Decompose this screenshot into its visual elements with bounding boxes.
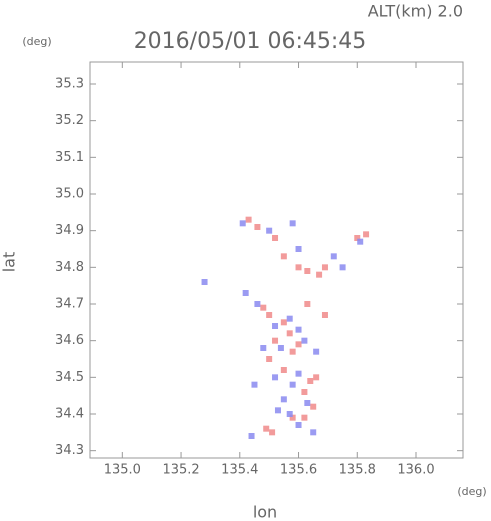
data-point	[321, 264, 328, 271]
y-axis-label: lat	[0, 252, 19, 273]
y-tick-label: 35.2	[55, 113, 84, 128]
data-point	[280, 396, 287, 403]
data-point	[272, 323, 279, 329]
data-point	[339, 264, 346, 271]
x-tick-label: 135.4	[221, 463, 258, 478]
data-point	[301, 337, 308, 344]
data-point	[266, 356, 273, 362]
data-point	[289, 220, 296, 227]
data-point	[201, 279, 208, 285]
y-unit: (deg)	[22, 35, 51, 48]
x-tick-label: 135.0	[104, 463, 141, 478]
data-point	[277, 345, 284, 351]
data-point	[357, 238, 364, 245]
data-point	[286, 315, 293, 322]
data-point	[274, 407, 281, 414]
data-point	[295, 422, 302, 428]
data-point	[307, 378, 314, 384]
data-point	[266, 227, 273, 234]
data-point	[304, 268, 311, 274]
x-tick-label: 135.6	[280, 463, 317, 478]
y-tick-label: 35.3	[55, 77, 84, 92]
y-tick-label: 35.0	[55, 187, 84, 202]
data-point	[254, 301, 261, 307]
chart-title: 2016/05/01 06:45:45	[134, 29, 367, 54]
y-tick-label: 34.6	[55, 333, 84, 348]
data-point	[295, 246, 302, 252]
data-point	[248, 433, 255, 439]
data-point	[295, 341, 302, 348]
x-unit: (deg)	[457, 485, 486, 498]
data-point	[289, 348, 296, 355]
data-point	[254, 224, 261, 230]
x-tick-label: 136.0	[397, 463, 434, 478]
y-tick-label: 34.9	[55, 223, 84, 238]
altitude-label: ALT(km) 2.0	[368, 2, 463, 21]
data-point	[263, 425, 270, 432]
data-point	[260, 304, 267, 311]
data-point	[286, 330, 293, 337]
data-point	[286, 411, 293, 417]
data-point	[280, 253, 287, 260]
data-point	[313, 374, 320, 381]
y-tick-label: 35.1	[55, 150, 84, 165]
data-point	[245, 216, 252, 223]
data-point	[280, 367, 287, 373]
data-point	[289, 381, 296, 388]
data-point	[330, 253, 337, 260]
data-point	[321, 312, 328, 318]
data-point	[251, 381, 258, 388]
data-point	[269, 429, 276, 436]
data-point	[363, 231, 370, 238]
data-point	[310, 429, 317, 436]
y-tick-label: 34.3	[55, 443, 84, 458]
data-point	[354, 235, 361, 241]
y-tick-label: 34.4	[55, 407, 84, 422]
data-point	[272, 235, 279, 241]
data-point	[272, 337, 279, 344]
data-point	[239, 220, 246, 227]
data-point	[242, 290, 249, 296]
data-point	[316, 271, 323, 278]
data-point	[289, 414, 296, 421]
data-point	[295, 264, 302, 271]
data-point	[313, 348, 320, 355]
data-point	[295, 326, 302, 333]
data-point	[295, 370, 302, 377]
plot-frame	[89, 61, 464, 459]
data-point	[280, 319, 287, 326]
x-axis-label: lon	[253, 503, 277, 521]
y-tick-label: 34.7	[55, 297, 84, 312]
data-point	[304, 400, 311, 406]
data-point	[310, 403, 317, 410]
data-point	[260, 345, 267, 351]
y-tick-label: 34.8	[55, 260, 84, 275]
data-point	[272, 374, 279, 381]
y-tick-label: 34.5	[55, 370, 84, 385]
data-point	[304, 301, 311, 307]
data-point	[301, 414, 308, 421]
x-tick-label: 135.8	[339, 463, 376, 478]
x-tick-label: 135.2	[162, 463, 199, 478]
data-point	[301, 389, 308, 395]
data-point	[266, 312, 273, 318]
